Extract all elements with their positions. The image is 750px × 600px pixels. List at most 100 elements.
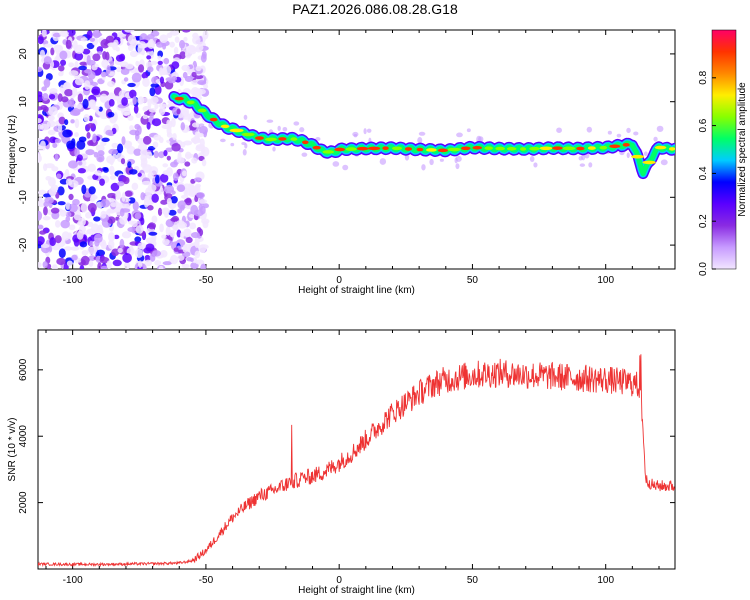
noise-blob xyxy=(197,80,207,86)
noise-blob xyxy=(105,129,114,136)
noise-blob xyxy=(180,122,186,131)
noise-blob xyxy=(51,166,59,172)
noise-blob xyxy=(40,243,50,248)
noise-blob xyxy=(43,43,53,48)
ridge-core xyxy=(529,146,540,151)
y-tick-label: 6000 xyxy=(18,358,29,381)
noise-blob xyxy=(91,223,100,233)
noise-blob xyxy=(115,54,125,62)
noise-blob xyxy=(58,116,66,125)
ridge-core xyxy=(265,137,277,142)
noise-blob xyxy=(61,96,69,103)
noise-blob xyxy=(203,84,209,89)
noise-blob xyxy=(43,78,51,88)
x-tick-label: -100 xyxy=(63,575,83,586)
noise-blob xyxy=(109,60,115,67)
noise-blob xyxy=(89,240,94,247)
noise-blob xyxy=(282,126,288,132)
noise-blob xyxy=(166,132,173,138)
noise-blob xyxy=(165,226,171,236)
noise-blob xyxy=(171,75,178,81)
noise-blob xyxy=(82,48,91,55)
noise-blob xyxy=(76,230,84,240)
y-tick-label: 2000 xyxy=(18,491,29,514)
y-tick-label: -20 xyxy=(18,237,29,252)
ridge-core xyxy=(356,146,369,151)
noise-blob xyxy=(169,41,175,48)
noise-blob xyxy=(198,123,205,127)
noise-blob xyxy=(59,50,68,60)
noise-blob xyxy=(174,36,180,43)
y-tick-label: 10 xyxy=(18,96,29,108)
noise-blob xyxy=(421,164,426,171)
noise-blob xyxy=(137,242,146,250)
noise-blob xyxy=(79,61,88,66)
noise-blob xyxy=(85,211,92,219)
noise-blob xyxy=(117,247,123,254)
noise-blob xyxy=(82,98,89,109)
noise-blob xyxy=(144,259,153,267)
noise-blob xyxy=(52,142,58,148)
ridge-core xyxy=(552,146,563,150)
noise-blob xyxy=(41,30,47,38)
noise-blob xyxy=(97,262,102,269)
noise-blob xyxy=(195,259,205,265)
noise-blob xyxy=(88,186,96,195)
noise-blob xyxy=(379,158,387,165)
noise-blob xyxy=(418,131,426,136)
noise-blob xyxy=(131,72,142,83)
y-tick-label: -10 xyxy=(18,190,29,205)
noise-blob xyxy=(74,132,79,138)
noise-blob xyxy=(196,192,205,199)
ridge-core xyxy=(520,147,527,151)
noise-blob xyxy=(150,96,159,104)
noise-blob xyxy=(57,124,63,133)
noise-blob xyxy=(170,196,178,204)
noise-blob xyxy=(86,30,93,40)
noise-blob xyxy=(107,216,116,224)
noise-blob xyxy=(108,148,118,155)
noise-blob xyxy=(87,122,94,129)
x-tick-label: 0 xyxy=(336,275,342,286)
noise-blob xyxy=(140,192,146,201)
ridge-core xyxy=(345,147,357,151)
noise-blob xyxy=(38,106,44,111)
ridge-core xyxy=(229,128,244,133)
ridge-core xyxy=(668,147,675,151)
noise-blob xyxy=(48,187,57,197)
noise-blob xyxy=(107,92,116,102)
noise-blob xyxy=(158,265,164,269)
noise-blob xyxy=(43,56,52,65)
ridge-core xyxy=(447,147,461,152)
noise-blob xyxy=(643,151,648,156)
noise-blob xyxy=(166,155,171,161)
noise-blob xyxy=(107,208,114,214)
noise-blob xyxy=(125,63,134,70)
noise-blob xyxy=(64,169,70,177)
noise-blob xyxy=(116,66,121,73)
noise-blob xyxy=(181,263,190,269)
noise-blob xyxy=(149,87,156,97)
noise-blob xyxy=(87,175,94,180)
noise-blob xyxy=(190,231,200,239)
ridge-core xyxy=(426,148,437,152)
noise-blob xyxy=(80,255,90,266)
ridge-core xyxy=(209,117,218,122)
noise-blob xyxy=(89,37,96,42)
noise-blob xyxy=(193,177,202,183)
noise-blob xyxy=(194,131,200,140)
noise-blob xyxy=(154,104,159,110)
noise-blob xyxy=(100,199,111,208)
noise-blob xyxy=(168,209,177,216)
noise-blob xyxy=(183,36,188,42)
noise-blob xyxy=(102,51,107,60)
noise-blob xyxy=(182,71,188,79)
ridge-core xyxy=(322,150,335,154)
noise-blob xyxy=(162,66,167,76)
noise-blob xyxy=(429,159,434,166)
spectrogram-marks xyxy=(38,30,675,269)
chart-title: PAZ1.2026.086.08.28.G18 xyxy=(292,1,458,17)
noise-blob xyxy=(139,149,148,156)
noise-blob xyxy=(166,197,172,205)
noise-blob xyxy=(180,194,189,199)
